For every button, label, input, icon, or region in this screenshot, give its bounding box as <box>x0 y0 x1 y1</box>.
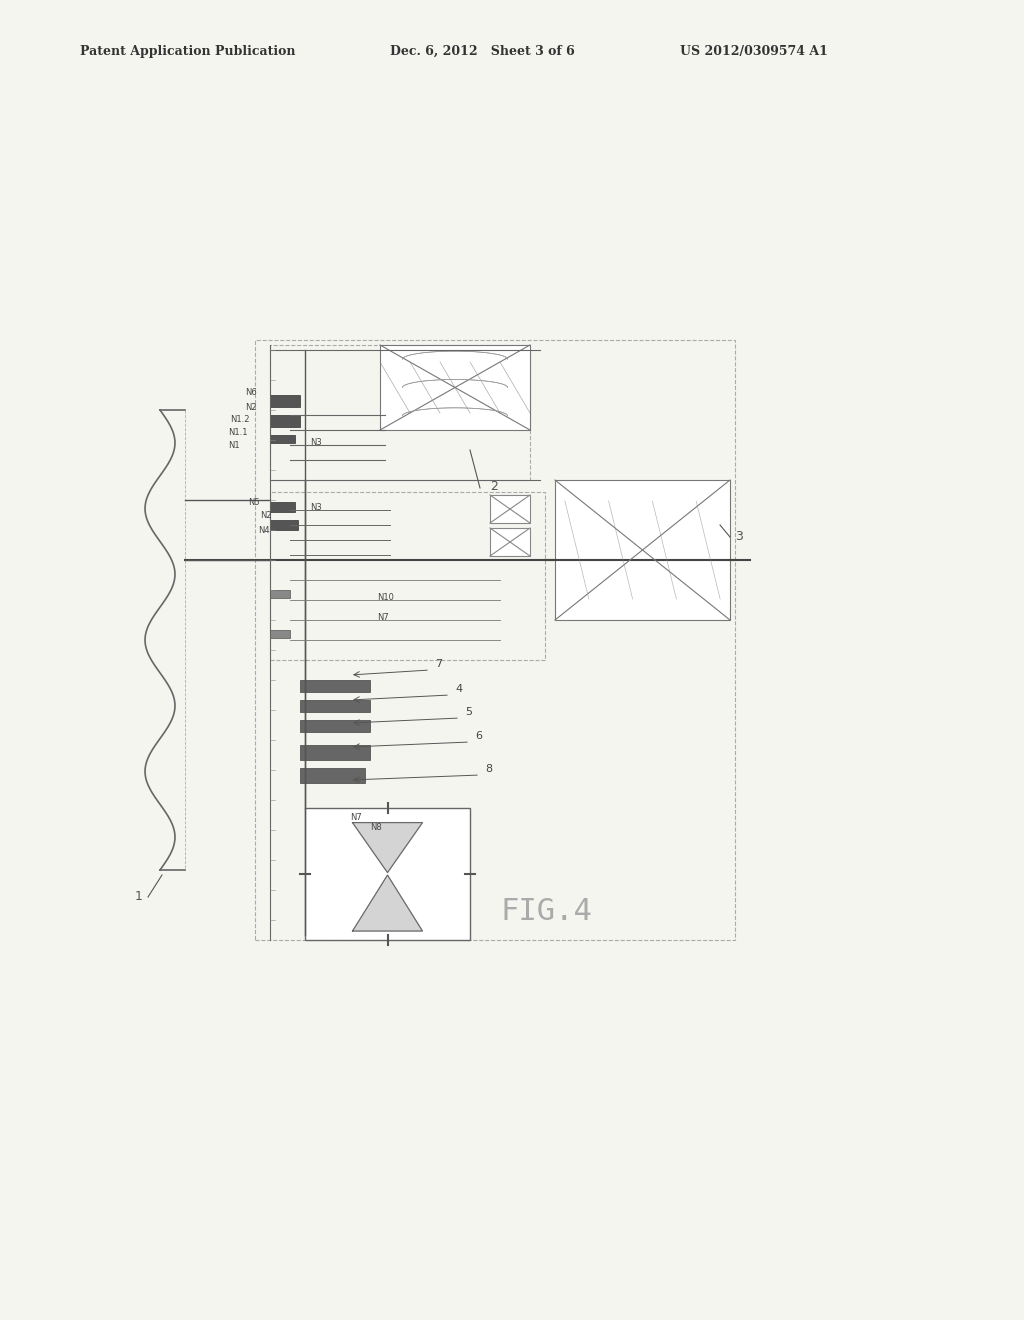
Text: N6: N6 <box>245 388 257 397</box>
Text: Patent Application Publication: Patent Application Publication <box>80 45 296 58</box>
Bar <box>490 528 530 556</box>
Text: N7: N7 <box>377 612 389 622</box>
Text: N2: N2 <box>260 511 271 520</box>
Bar <box>300 768 365 783</box>
Bar <box>270 345 530 480</box>
Bar <box>270 630 290 638</box>
Text: Dec. 6, 2012   Sheet 3 of 6: Dec. 6, 2012 Sheet 3 of 6 <box>390 45 574 58</box>
Text: 3: 3 <box>735 531 742 543</box>
Text: N2: N2 <box>245 403 257 412</box>
Text: 6: 6 <box>475 731 482 741</box>
Text: US 2012/0309574 A1: US 2012/0309574 A1 <box>680 45 827 58</box>
Text: 4: 4 <box>455 684 462 694</box>
Bar <box>270 502 295 512</box>
Text: N10: N10 <box>377 593 394 602</box>
Text: 5: 5 <box>465 708 472 717</box>
Text: 1: 1 <box>135 890 143 903</box>
Bar <box>380 345 530 430</box>
Text: N1: N1 <box>228 441 240 450</box>
Bar <box>490 495 530 523</box>
Bar <box>270 395 300 407</box>
Text: N7: N7 <box>350 813 361 822</box>
Text: N4: N4 <box>258 525 269 535</box>
Polygon shape <box>352 822 423 873</box>
Bar <box>270 436 295 444</box>
Text: N3: N3 <box>310 503 322 512</box>
Text: N5: N5 <box>248 498 260 507</box>
Bar <box>300 700 370 711</box>
Bar <box>305 808 470 940</box>
Bar <box>300 719 370 733</box>
Text: N1.2: N1.2 <box>230 414 250 424</box>
Text: N1.1: N1.1 <box>228 428 248 437</box>
Bar <box>270 414 300 426</box>
Bar <box>270 492 545 660</box>
Text: 2: 2 <box>490 480 498 492</box>
Bar <box>270 590 290 598</box>
Text: FIG.4: FIG.4 <box>500 898 592 927</box>
Bar <box>300 744 370 760</box>
Text: N8: N8 <box>370 822 382 832</box>
Text: 7: 7 <box>435 659 442 669</box>
Bar <box>270 520 298 531</box>
Bar <box>255 341 735 940</box>
Text: N3: N3 <box>310 438 322 447</box>
Bar <box>300 680 370 692</box>
Polygon shape <box>352 875 423 931</box>
Bar <box>555 480 730 620</box>
Text: 8: 8 <box>485 764 493 774</box>
